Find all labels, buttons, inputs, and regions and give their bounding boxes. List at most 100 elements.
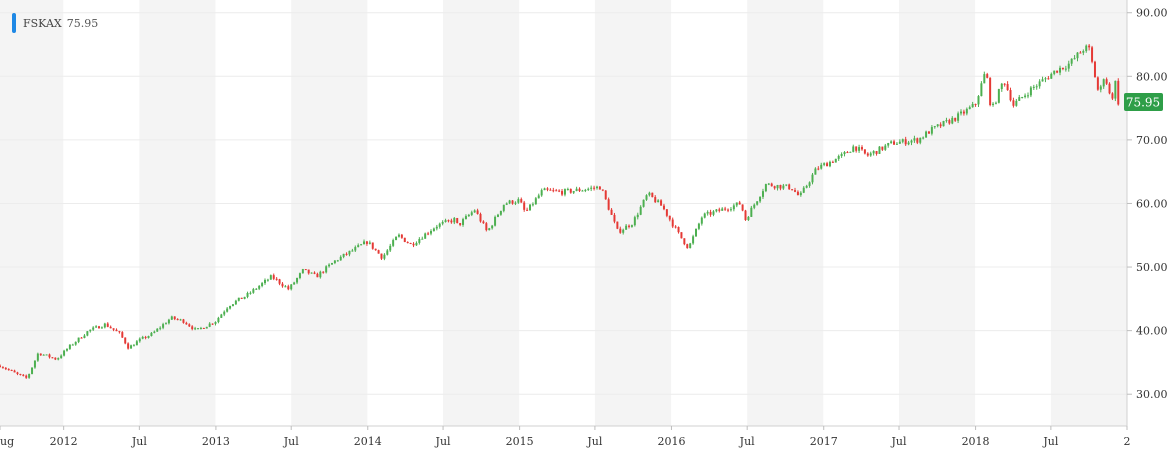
candle-body bbox=[823, 163, 826, 165]
candle-body bbox=[753, 204, 756, 208]
candle-body bbox=[697, 223, 700, 229]
candle-body bbox=[1, 367, 4, 369]
candle-body bbox=[68, 344, 71, 349]
y-tick-label: 60.00 bbox=[1136, 197, 1168, 210]
candle-body bbox=[849, 151, 852, 153]
candle-body bbox=[60, 355, 63, 359]
candle-body bbox=[508, 200, 511, 204]
candle-body bbox=[188, 324, 191, 327]
candle-body bbox=[709, 211, 712, 215]
candle-body bbox=[197, 328, 200, 330]
candle-body bbox=[39, 353, 42, 356]
candle-body bbox=[441, 221, 444, 224]
candle-body bbox=[555, 190, 558, 192]
candle-body bbox=[936, 124, 939, 127]
candle-body bbox=[860, 147, 863, 150]
candle-body bbox=[132, 345, 135, 347]
candle-body bbox=[526, 209, 529, 211]
candle-body bbox=[427, 233, 430, 235]
candle-body bbox=[1085, 45, 1088, 52]
candle-body bbox=[677, 227, 680, 233]
candle-body bbox=[878, 146, 881, 154]
candle-body bbox=[794, 190, 797, 192]
y-tick-label: 70.00 bbox=[1136, 134, 1168, 147]
candle-body bbox=[581, 190, 584, 192]
candle-body bbox=[692, 236, 695, 244]
series-legend[interactable]: FSKAX 75.95 bbox=[12, 13, 98, 33]
candle-body bbox=[464, 216, 467, 220]
candle-body bbox=[45, 354, 48, 356]
candle-body bbox=[828, 161, 831, 167]
candle-body bbox=[112, 328, 115, 330]
candle-body bbox=[703, 213, 706, 218]
candle-body bbox=[529, 204, 532, 211]
candle-body bbox=[715, 209, 718, 212]
candle-body bbox=[534, 198, 537, 205]
candle-body bbox=[316, 273, 319, 278]
candle-body bbox=[284, 286, 287, 288]
candle-body bbox=[106, 323, 109, 327]
candle-body bbox=[80, 337, 83, 339]
candle-body bbox=[258, 285, 261, 289]
shaded-band bbox=[291, 0, 368, 426]
candle-body bbox=[191, 326, 194, 330]
candle-body bbox=[642, 199, 645, 207]
candle-body bbox=[409, 243, 412, 245]
candle-body bbox=[662, 205, 665, 210]
y-tick-label: 30.00 bbox=[1136, 388, 1168, 401]
shaded-band bbox=[1050, 0, 1127, 426]
candle-body bbox=[86, 331, 89, 336]
candle-body bbox=[121, 332, 124, 338]
candle-body bbox=[569, 188, 572, 193]
candle-body bbox=[36, 353, 39, 361]
candle-body bbox=[301, 269, 304, 274]
candle-body bbox=[71, 344, 74, 346]
candle-body bbox=[898, 141, 901, 144]
candle-body bbox=[799, 192, 802, 196]
x-tick-label: Jul bbox=[131, 435, 147, 448]
candle-body bbox=[613, 214, 616, 222]
horizontal-gridlines bbox=[0, 12, 1127, 395]
candle-body bbox=[884, 145, 887, 150]
candle-body bbox=[648, 192, 651, 196]
shaded-band bbox=[443, 0, 520, 426]
last-price-badge-label: 75.95 bbox=[1126, 96, 1160, 110]
candle-body bbox=[645, 195, 648, 200]
candle-body bbox=[957, 113, 960, 121]
candle-body bbox=[904, 139, 907, 145]
candle-body bbox=[788, 184, 791, 190]
candle-body bbox=[572, 191, 575, 193]
candle-body bbox=[939, 124, 942, 127]
candle-body bbox=[598, 186, 601, 190]
candle-body bbox=[459, 222, 462, 225]
candle-body bbox=[98, 326, 101, 329]
candlestick-series bbox=[0, 44, 1120, 379]
candle-body bbox=[336, 260, 339, 262]
x-tick-label: 2 bbox=[1124, 435, 1131, 448]
candle-body bbox=[922, 137, 925, 139]
candle-body bbox=[220, 314, 223, 318]
candle-body bbox=[820, 164, 823, 169]
candle-body bbox=[901, 139, 904, 142]
candle-body bbox=[159, 327, 162, 329]
candle-body bbox=[887, 142, 890, 146]
candle-body bbox=[339, 256, 342, 261]
candle-body bbox=[1032, 86, 1035, 88]
candle-body bbox=[16, 372, 19, 374]
candle-body bbox=[919, 137, 922, 143]
candle-body bbox=[363, 241, 366, 245]
candle-body bbox=[689, 243, 692, 249]
candle-body bbox=[147, 336, 150, 338]
candle-body bbox=[57, 358, 60, 360]
candle-body bbox=[231, 304, 234, 306]
candle-body bbox=[293, 282, 296, 285]
candle-body bbox=[275, 278, 278, 280]
candle-body bbox=[211, 323, 214, 325]
candle-body bbox=[328, 264, 331, 267]
candle-body bbox=[814, 168, 817, 175]
candle-body bbox=[167, 319, 170, 324]
candle-body bbox=[776, 184, 779, 189]
candle-body bbox=[377, 250, 380, 254]
candle-body bbox=[473, 210, 476, 213]
candle-body bbox=[194, 328, 197, 330]
